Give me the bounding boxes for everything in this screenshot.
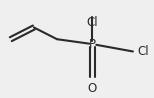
Text: Cl: Cl bbox=[137, 45, 149, 58]
Text: Cl: Cl bbox=[87, 16, 98, 29]
Text: O: O bbox=[88, 82, 97, 95]
Text: P: P bbox=[89, 38, 96, 51]
